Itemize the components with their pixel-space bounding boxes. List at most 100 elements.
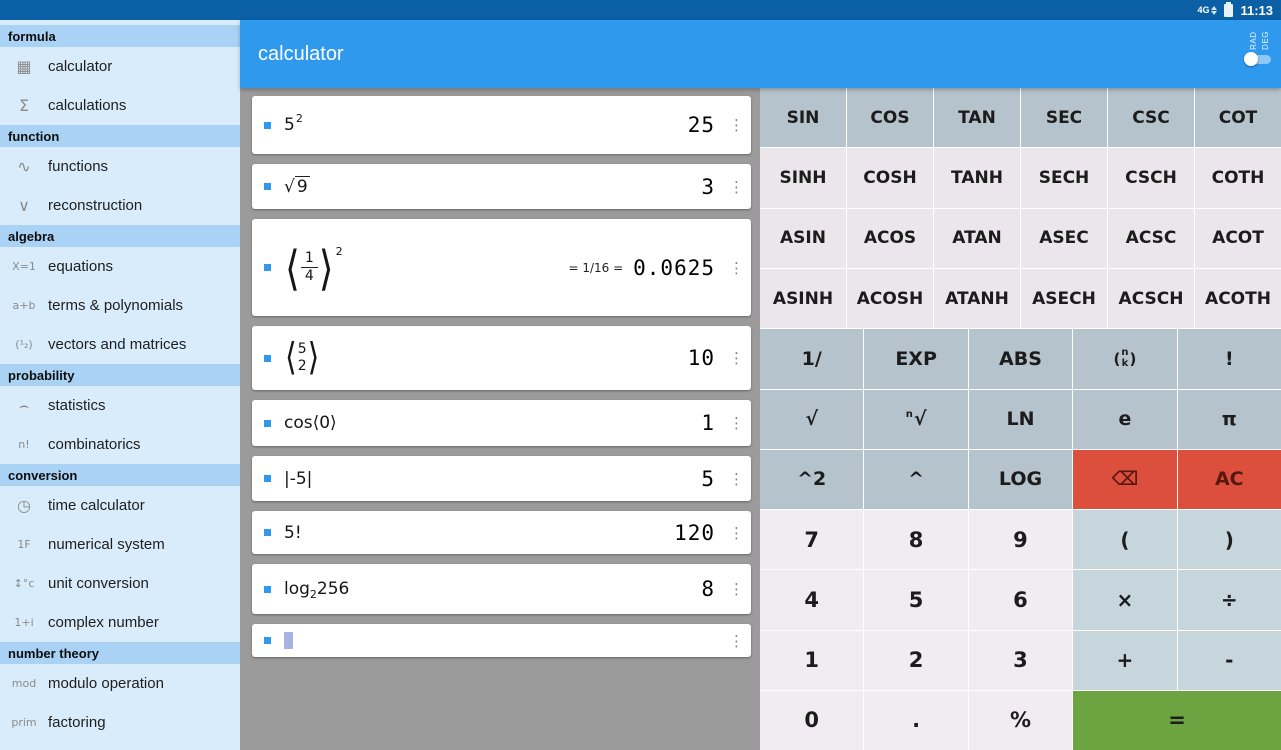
key-ac[interactable]: AC xyxy=(1177,449,1281,510)
key-sech[interactable]: SECH xyxy=(1021,148,1107,208)
key-8[interactable]: 8 xyxy=(864,510,968,570)
history-card-log[interactable]: log 2 256 8 ⋮ xyxy=(252,564,751,614)
bullet-icon xyxy=(264,419,271,427)
key-cos[interactable]: COS xyxy=(847,88,933,148)
key-1[interactable]: 1 xyxy=(760,630,864,690)
key-asec[interactable]: ASEC xyxy=(1021,208,1107,269)
key-acot[interactable]: ACOT xyxy=(1195,208,1281,269)
sidebar-item-time-calculator[interactable]: ◷ time calculator xyxy=(0,486,240,525)
key-sin[interactable]: SIN xyxy=(760,88,846,148)
key-sqrt[interactable]: √ xyxy=(760,389,864,449)
key-acsch[interactable]: ACSCH xyxy=(1108,269,1194,329)
kebab-menu-icon[interactable]: ⋮ xyxy=(729,469,744,488)
history-card-cos[interactable]: cos⟨0⟩ 1 ⋮ xyxy=(252,400,751,446)
key-reciprocal[interactable]: 1/ xyxy=(760,329,864,389)
sidebar-item-calculations[interactable]: Σ calculations xyxy=(0,86,240,125)
key-cot[interactable]: COT xyxy=(1195,88,1281,148)
sidebar-item-complex-number[interactable]: 1+i complex number xyxy=(0,603,240,642)
key-subtract[interactable]: - xyxy=(1177,630,1281,690)
key-open-paren[interactable]: ( xyxy=(1073,510,1177,570)
key-5[interactable]: 5 xyxy=(864,570,968,630)
key-backspace[interactable]: ⌫ xyxy=(1073,449,1177,510)
sidebar-item-modulo-operation[interactable]: mod modulo operation xyxy=(0,664,240,703)
angle-mode-switch[interactable] xyxy=(1244,51,1271,66)
history-card-abs[interactable]: |-5| 5 ⋮ xyxy=(252,456,751,501)
key-factorial[interactable]: ! xyxy=(1177,329,1281,389)
key-4[interactable]: 4 xyxy=(760,570,864,630)
key-pi[interactable]: π xyxy=(1177,389,1281,449)
key-cosh[interactable]: COSH xyxy=(847,148,933,208)
key-asin[interactable]: ASIN xyxy=(760,208,846,269)
sidebar-item-vectors-matrices[interactable]: (¹₂) vectors and matrices xyxy=(0,325,240,364)
sidebar-item-factoring[interactable]: prim factoring xyxy=(0,703,240,742)
kebab-menu-icon[interactable]: ⋮ xyxy=(729,116,744,134)
key-ln[interactable]: LN xyxy=(968,389,1073,449)
kebab-menu-icon[interactable]: ⋮ xyxy=(729,349,744,367)
key-asinh[interactable]: ASINH xyxy=(760,269,846,329)
key-acos[interactable]: ACOS xyxy=(847,208,933,269)
key-7[interactable]: 7 xyxy=(760,510,864,570)
key-power[interactable]: ^ xyxy=(864,449,968,510)
sidebar-item-reconstruction[interactable]: ∨ reconstruction xyxy=(0,186,240,225)
sidebar-item-unit-conversion[interactable]: ↕°c unit conversion xyxy=(0,564,240,603)
key-exp[interactable]: EXP xyxy=(864,329,968,389)
sidebar-item-numerical-system[interactable]: 1F numerical system xyxy=(0,525,240,564)
key-multiply[interactable]: × xyxy=(1073,570,1177,630)
history-card-fraction-square[interactable]: ⟨ 1 4 ⟩ 2 = 1/16 = 0.0625 ⋮ xyxy=(252,219,751,316)
key-acosh[interactable]: ACOSH xyxy=(847,269,933,329)
factorial-icon: n! xyxy=(18,438,30,451)
key-0[interactable]: 0 xyxy=(760,690,864,750)
sidebar-item-label: calculator xyxy=(48,58,113,75)
sidebar-item-calculator[interactable]: ▦ calculator xyxy=(0,47,240,86)
key-close-paren[interactable]: ) xyxy=(1177,510,1281,570)
rad-deg-toggle[interactable]: RAD DEG xyxy=(1244,31,1271,66)
key-e[interactable]: e xyxy=(1073,389,1177,449)
key-2[interactable]: 2 xyxy=(864,630,968,690)
sidebar-item-combinatorics[interactable]: n! combinatorics xyxy=(0,425,240,464)
key-atan[interactable]: ATAN xyxy=(934,208,1020,269)
sidebar-item-functions[interactable]: ∿ functions xyxy=(0,147,240,186)
key-6[interactable]: 6 xyxy=(968,570,1073,630)
kebab-menu-icon[interactable]: ⋮ xyxy=(729,631,744,650)
kebab-menu-icon[interactable]: ⋮ xyxy=(729,177,744,196)
key-coth[interactable]: COTH xyxy=(1195,148,1281,208)
kebab-menu-icon[interactable]: ⋮ xyxy=(729,258,744,277)
key-binomial[interactable]: ( n k ) xyxy=(1073,329,1177,389)
sidebar-item-statistics[interactable]: ⌢ statistics xyxy=(0,386,240,425)
key-nth-root[interactable]: n √ xyxy=(864,389,968,449)
key-acsc[interactable]: ACSC xyxy=(1108,208,1194,269)
key-dot[interactable]: . xyxy=(864,690,968,750)
key-divide[interactable]: ÷ xyxy=(1177,570,1281,630)
key-abs[interactable]: ABS xyxy=(968,329,1073,389)
kebab-menu-icon[interactable]: ⋮ xyxy=(729,580,744,598)
key-3[interactable]: 3 xyxy=(968,630,1073,690)
key-equals[interactable]: = xyxy=(1073,690,1281,750)
key-sinh[interactable]: SINH xyxy=(760,148,846,208)
key-square[interactable]: ^2 xyxy=(760,449,864,510)
history-card-empty-input[interactable]: ⋮ xyxy=(252,624,751,657)
key-csc[interactable]: CSC xyxy=(1108,88,1194,148)
key-9[interactable]: 9 xyxy=(968,510,1073,570)
key-csch[interactable]: CSCH xyxy=(1108,148,1194,208)
history-card-sqrt[interactable]: √ 9 3 ⋮ xyxy=(252,164,751,209)
history-card-binomial[interactable]: ⟨ 5 2 ⟩ 10 ⋮ xyxy=(252,326,751,390)
kebab-menu-icon[interactable]: ⋮ xyxy=(729,414,744,432)
key-log[interactable]: LOG xyxy=(968,449,1073,510)
sidebar-item-label: numerical system xyxy=(48,536,165,553)
key-tanh[interactable]: TANH xyxy=(934,148,1020,208)
sidebar-item-terms-polynomials[interactable]: a+b terms & polynomials xyxy=(0,286,240,325)
key-percent[interactable]: % xyxy=(968,690,1073,750)
key-sec[interactable]: SEC xyxy=(1021,88,1107,148)
kebab-menu-icon[interactable]: ⋮ xyxy=(729,523,744,542)
open-angle-bracket: ⟨ xyxy=(285,335,297,380)
sidebar-item-equations[interactable]: X=1 equations xyxy=(0,247,240,286)
key-atanh[interactable]: ATANH xyxy=(934,269,1020,329)
key-asech[interactable]: ASECH xyxy=(1021,269,1107,329)
history-card-factorial[interactable]: 5! 120 ⋮ xyxy=(252,511,751,554)
key-add[interactable]: + xyxy=(1073,630,1177,690)
key-tan[interactable]: TAN xyxy=(934,88,1020,148)
key-acoth[interactable]: ACOTH xyxy=(1195,269,1281,329)
intermediate-result: = 1/16 = xyxy=(568,260,624,275)
